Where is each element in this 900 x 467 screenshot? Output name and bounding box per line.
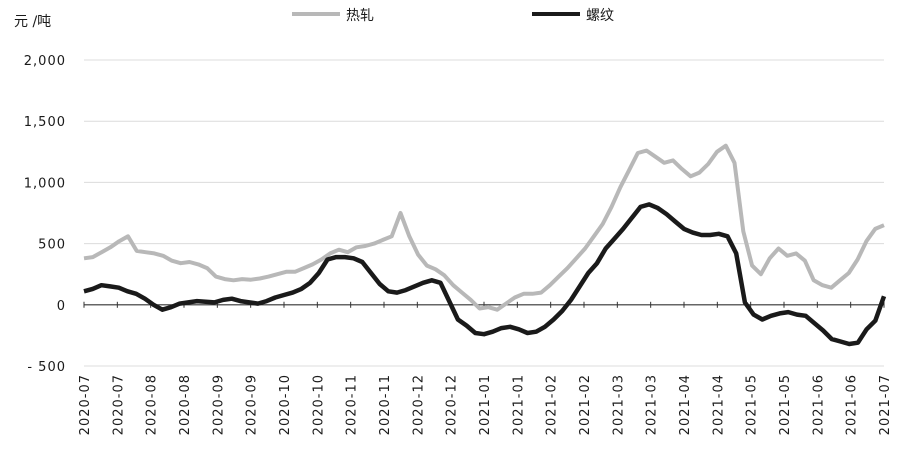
x-tick-label: 2021-05: [778, 374, 793, 435]
x-tick-label: 2020-10: [278, 374, 293, 435]
x-tick-label: 2021-06: [845, 374, 860, 435]
series: [83, 143, 887, 347]
x-tick-label: 2021-07: [878, 374, 893, 435]
x-axis: 2020-07 2020-07 2020-08 2020-08 2020-09 2020-…: [78, 301, 893, 435]
x-tick-label: 2020-08: [145, 374, 160, 435]
x-tick-label: 2020-12: [411, 374, 426, 435]
x-tick-label: 2021-03: [645, 374, 660, 435]
x-tick-label: 2021-06: [811, 374, 826, 435]
series-line-rebar: [83, 202, 887, 347]
x-tick-label: 2020-10: [311, 374, 326, 435]
x-tick-label: 2020-12: [445, 374, 460, 435]
x-tick-label: 2021-02: [578, 374, 593, 435]
series-line-hot-rolled: [83, 143, 885, 312]
x-tick-label: 2021-03: [611, 374, 626, 435]
y-unit-label: 元 /吨: [14, 14, 51, 30]
legend-label-hot-rolled: 热轧: [346, 8, 374, 24]
y-tick-label: 0: [57, 299, 66, 314]
y-tick-label: 1,000: [24, 176, 66, 191]
y-axis: - 500 0 500 1,000 1,500 2,000: [24, 54, 66, 375]
legend: 热轧 螺纹: [292, 8, 614, 24]
x-tick-label: 2020-11: [378, 374, 393, 435]
y-tick-label: 2,000: [24, 54, 66, 69]
x-tick-label: 2020-07: [78, 374, 93, 435]
y-tick-label: - 500: [27, 360, 66, 375]
x-tick-label: 2020-11: [345, 374, 360, 435]
y-tick-label: 500: [38, 238, 66, 253]
x-tick-label: 2020-09: [211, 374, 226, 435]
legend-label-rebar: 螺纹: [586, 8, 614, 24]
x-tick-label: 2021-01: [478, 374, 493, 435]
y-tick-label: 1,500: [24, 115, 66, 130]
x-tick-label: 2021-05: [745, 374, 760, 435]
x-tick-label: 2021-04: [711, 374, 726, 435]
x-tick-label: 2020-07: [111, 374, 126, 435]
x-tick-label: 2020-09: [245, 374, 260, 435]
x-tick-label: 2020-08: [178, 374, 193, 435]
x-tick-label: 2021-04: [678, 374, 693, 435]
x-tick-label: 2021-02: [545, 374, 560, 435]
x-tick-label: 2021-01: [511, 374, 526, 435]
